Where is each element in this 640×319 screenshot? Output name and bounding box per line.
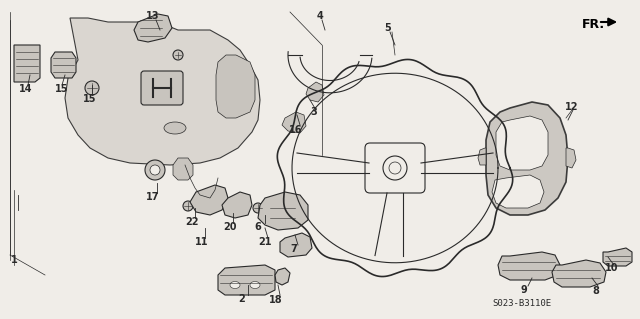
Polygon shape (492, 175, 544, 208)
Text: 13: 13 (147, 11, 160, 21)
Text: 16: 16 (289, 125, 303, 135)
Circle shape (145, 160, 165, 180)
Polygon shape (552, 260, 606, 287)
Circle shape (173, 50, 183, 60)
Text: 22: 22 (185, 217, 199, 227)
Circle shape (85, 81, 99, 95)
Polygon shape (51, 52, 76, 78)
Polygon shape (306, 82, 324, 102)
Polygon shape (65, 18, 260, 165)
Ellipse shape (250, 281, 260, 288)
Circle shape (150, 165, 160, 175)
Polygon shape (134, 14, 172, 42)
Text: 10: 10 (605, 263, 619, 273)
Text: 2: 2 (239, 294, 245, 304)
Circle shape (253, 203, 263, 213)
Text: 12: 12 (565, 102, 579, 112)
Polygon shape (14, 45, 40, 82)
Polygon shape (173, 158, 193, 180)
Text: 14: 14 (19, 84, 33, 94)
Text: 9: 9 (520, 285, 527, 295)
Text: FR.: FR. (582, 18, 605, 31)
Polygon shape (222, 192, 252, 218)
Polygon shape (282, 112, 306, 133)
Text: 5: 5 (385, 23, 392, 33)
Polygon shape (275, 268, 290, 285)
Text: 20: 20 (223, 222, 237, 232)
Text: 1: 1 (11, 255, 17, 265)
Text: S023-B3110E: S023-B3110E (492, 300, 551, 308)
Polygon shape (258, 192, 308, 230)
Text: 7: 7 (291, 244, 298, 254)
Polygon shape (566, 148, 576, 168)
Polygon shape (603, 248, 632, 266)
FancyBboxPatch shape (141, 71, 183, 105)
Text: 8: 8 (593, 286, 600, 296)
Polygon shape (498, 252, 560, 280)
Text: 18: 18 (269, 295, 283, 305)
Text: 17: 17 (147, 192, 160, 202)
Polygon shape (280, 233, 312, 257)
Polygon shape (190, 185, 228, 215)
Text: 15: 15 (83, 94, 97, 104)
Text: 4: 4 (317, 11, 323, 21)
Text: 15: 15 (55, 84, 68, 94)
Text: 3: 3 (310, 107, 317, 117)
Ellipse shape (164, 122, 186, 134)
Polygon shape (486, 102, 568, 215)
Ellipse shape (230, 281, 240, 288)
Polygon shape (216, 55, 255, 118)
Text: 11: 11 (195, 237, 209, 247)
Circle shape (183, 201, 193, 211)
Polygon shape (478, 148, 486, 165)
Text: 21: 21 (259, 237, 272, 247)
Polygon shape (218, 265, 275, 295)
Polygon shape (496, 116, 548, 170)
Circle shape (383, 156, 407, 180)
FancyBboxPatch shape (365, 143, 425, 193)
Text: 6: 6 (255, 222, 261, 232)
